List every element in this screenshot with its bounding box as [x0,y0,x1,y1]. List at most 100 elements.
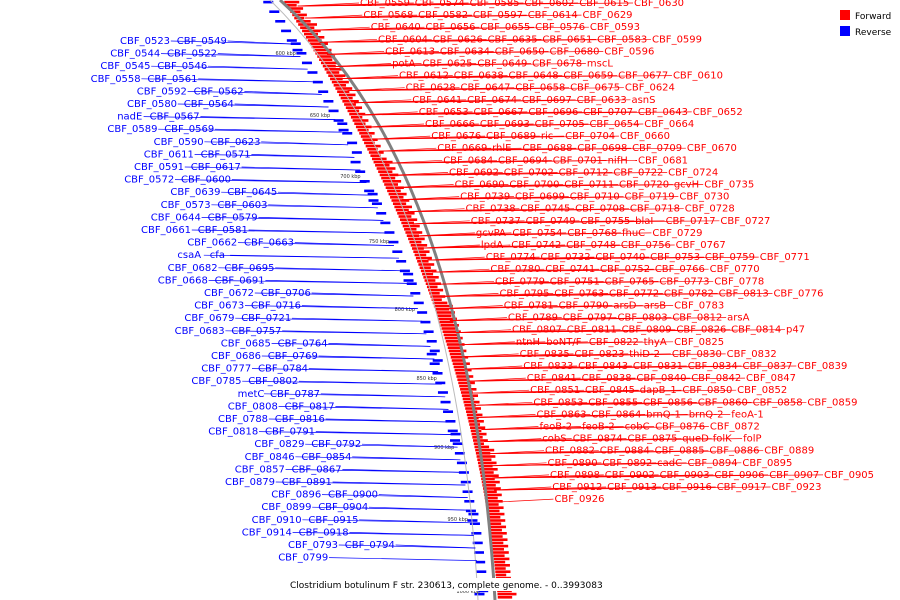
forward-gene-label[interactable]: CBF_0629 [583,10,633,21]
reverse-gene-label[interactable]: csaA [177,250,201,261]
forward-gene-label[interactable]: CBF_0875 [628,434,678,445]
forward-gene-label[interactable]: CBF_0895 [742,458,792,469]
forward-gene-label[interactable]: CBF_0913 [607,482,657,493]
forward-gene-label[interactable]: CBF_0774 [486,252,536,263]
forward-gene-label[interactable]: CBF_0842 [691,373,741,384]
forward-gene-label[interactable]: CBF_0666 [425,119,475,130]
reverse-gene-label[interactable]: CBF_0572 [124,175,174,186]
forward-gene-label[interactable]: CBF_0840 [636,373,686,384]
reverse-gene-label[interactable]: CBF_0764 [278,338,328,349]
forward-gene-label[interactable]: CBF_0852 [737,385,787,396]
forward-gene-label[interactable]: CBF_0728 [685,204,735,215]
forward-gene-label[interactable]: CBF_0830 [672,349,722,360]
forward-gene-label[interactable]: CBF_0773 [659,276,709,287]
forward-gene-label[interactable]: brnQ-1 [646,409,681,420]
forward-gene-label[interactable]: CBF_0782 [664,288,714,299]
forward-gene-label[interactable]: CBF_0702 [504,167,554,178]
forward-gene-label[interactable]: CBF_0677 [618,71,668,82]
forward-gene-label[interactable]: CBF_0859 [807,397,857,408]
reverse-gene-label[interactable]: CBF_0581 [198,225,248,236]
forward-gene-label[interactable]: CBF_0832 [727,349,777,360]
forward-gene-label[interactable]: CBF_0658 [515,83,565,94]
forward-gene-label[interactable]: CBF_0684 [443,155,493,166]
forward-gene-label[interactable]: CBF_0626 [433,34,483,45]
reverse-gene-label[interactable]: CBF_0808 [228,401,278,412]
forward-gene-label[interactable]: CBF_0781 [504,301,554,312]
forward-gene-label[interactable]: CBF_0766 [655,264,705,275]
reverse-gene-label[interactable]: CBF_0672 [204,288,254,299]
forward-gene-label[interactable]: CBF_0681 [638,155,688,166]
reverse-gene-label[interactable]: CBF_0683 [175,326,225,337]
forward-gene-label[interactable]: CBF_0797 [563,313,613,324]
forward-gene-label[interactable]: CBF_0680 [549,46,599,57]
forward-gene-label[interactable]: CBF_0907 [769,470,819,481]
forward-gene-label[interactable]: CBF_0660 [620,131,670,142]
forward-gene-label[interactable]: CBF_0839 [797,361,847,372]
forward-gene-label[interactable]: CBF_0625 [422,59,472,70]
forward-gene-label[interactable]: p47 [786,325,805,336]
forward-gene-label[interactable]: CBF_0858 [753,397,803,408]
forward-gene-label[interactable]: CBF_0876 [655,422,705,433]
forward-gene-label[interactable]: gcvH [674,180,699,191]
forward-gene-label[interactable]: CBF_0709 [632,143,682,154]
forward-gene-label[interactable]: CBF_0894 [688,458,738,469]
forward-gene-label[interactable]: CBF_0771 [760,252,810,263]
forward-gene-label[interactable]: CBF_0845 [585,385,635,396]
reverse-gene-label[interactable]: CBF_0589 [107,124,157,135]
reverse-gene-label[interactable]: CBF_0639 [170,187,220,198]
forward-gene-label[interactable]: CBF_0843 [578,361,628,372]
forward-gene-label[interactable]: CBF_0755 [580,216,630,227]
reverse-gene-label[interactable]: CBF_0918 [299,527,349,538]
forward-gene-label[interactable]: CBF_0650 [495,46,545,57]
reverse-gene-label[interactable]: CBF_0794 [345,540,395,551]
forward-gene-label[interactable]: CBF_0923 [771,482,821,493]
forward-gene-label[interactable]: CBF_0740 [595,252,645,263]
forward-gene-label[interactable]: brnQ-2 [689,409,724,420]
forward-gene-label[interactable]: CBF_0676 [431,131,481,142]
forward-gene-label[interactable]: CBF_0576 [535,22,585,33]
forward-gene-label[interactable]: CBF_0825 [674,337,724,348]
forward-gene-label[interactable]: CBF_0737 [471,216,521,227]
forward-gene-label[interactable]: CBF_0783 [674,301,724,312]
forward-gene-label[interactable]: CBF_0770 [710,264,760,275]
forward-gene-label[interactable]: CBF_0599 [652,34,702,45]
forward-gene-label[interactable]: CBF_0697 [522,95,572,106]
forward-gene-label[interactable]: CBF_0717 [666,216,716,227]
forward-gene-label[interactable]: CBF_0898 [550,470,600,481]
forward-gene-label[interactable]: CBF_0890 [548,458,598,469]
forward-gene-label[interactable]: CBF_0701 [553,155,603,166]
forward-gene-label[interactable]: CBF_0831 [633,361,683,372]
forward-gene-label[interactable]: CBF_0917 [717,482,767,493]
reverse-gene-label[interactable]: CBF_0784 [258,364,308,375]
forward-gene-label[interactable]: CBF_0812 [672,313,722,324]
reverse-gene-label[interactable]: CBF_0600 [181,175,231,186]
forward-gene-label[interactable]: arsD [613,301,636,312]
forward-gene-label[interactable]: CBF_0582 [418,10,468,21]
forward-gene-label[interactable]: CBF_0916 [662,482,712,493]
reverse-gene-label[interactable]: CBF_0695 [224,263,274,274]
reverse-gene-label[interactable]: CBF_0561 [147,74,197,85]
forward-gene-label[interactable]: CBF_0765 [605,276,655,287]
forward-gene-label[interactable]: CBF_0838 [582,373,632,384]
reverse-gene-label[interactable]: CBF_0663 [244,238,294,249]
forward-gene-label[interactable]: CBF_0670 [687,143,737,154]
forward-gene-label[interactable]: lpdA [481,240,503,251]
forward-gene-label[interactable]: CBF_0884 [600,446,650,457]
forward-gene-label[interactable]: CBF_0593 [590,22,640,33]
reverse-gene-label[interactable]: CBF_0799 [278,553,328,564]
forward-gene-label[interactable]: CBF_0694 [498,155,548,166]
forward-gene-label[interactable]: folP [743,434,761,445]
forward-gene-label[interactable]: CBF_0834 [688,361,738,372]
reverse-gene-label[interactable]: CBF_0716 [251,301,301,312]
forward-gene-label[interactable]: CBF_0724 [668,167,718,178]
reverse-gene-label[interactable]: CBF_0661 [141,225,191,236]
reverse-gene-label[interactable]: CBF_0592 [137,86,187,97]
forward-gene-label[interactable]: CBF_0610 [673,71,723,82]
forward-gene-label[interactable]: CBF_0889 [764,446,814,457]
forward-gene-label[interactable]: CBF_0710 [570,192,620,203]
forward-gene-label[interactable]: CBF_0903 [660,470,710,481]
forward-gene-label[interactable]: CBF_0647 [460,83,510,94]
forward-gene-label[interactable]: CBF_0772 [609,288,659,299]
forward-gene-label[interactable]: CBF_0926 [554,494,604,505]
reverse-gene-label[interactable]: CBF_0617 [191,162,241,173]
